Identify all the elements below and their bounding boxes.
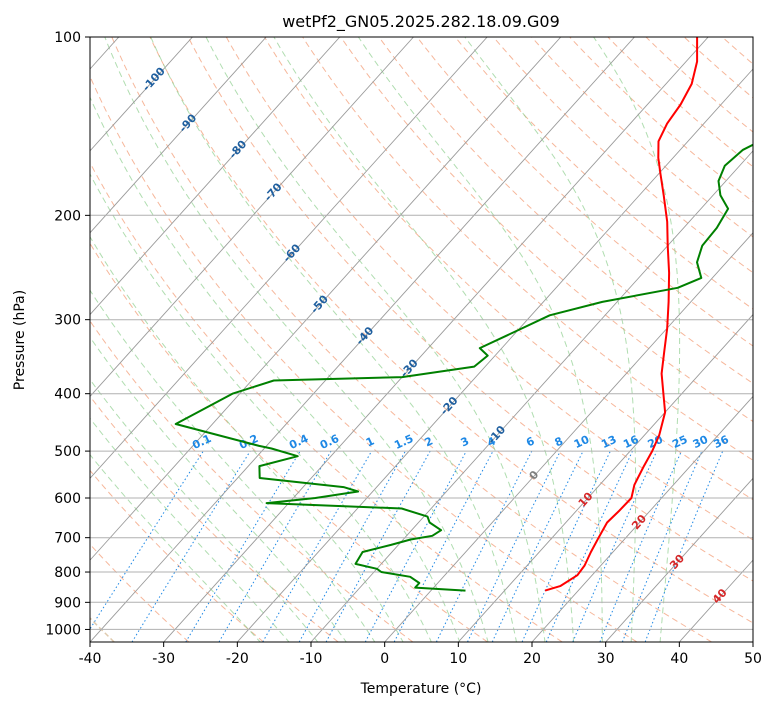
isotherm-line — [236, 68, 753, 642]
moist-adiabat — [90, 453, 261, 642]
isotherm-line — [90, 37, 193, 152]
mixing-ratio-line — [325, 450, 431, 642]
dry-adiabat — [264, 37, 753, 501]
mixing-ratio-line — [364, 450, 467, 642]
moist-adiabat — [150, 37, 518, 642]
x-tick-label: 40 — [670, 651, 688, 667]
isotherm-line — [457, 313, 753, 642]
x-tick-label: -40 — [79, 651, 102, 667]
dry-adiabat — [607, 37, 753, 168]
moist-adiabat — [205, 37, 546, 642]
x-tick-label: -20 — [226, 651, 249, 667]
mixing-ratio-label: 16 — [621, 433, 641, 451]
y-tick-label: 400 — [54, 387, 81, 403]
x-tick-label: 30 — [597, 651, 615, 667]
x-tick-label: 0 — [380, 651, 389, 667]
mixing-ratio-line — [599, 450, 682, 642]
x-tick-label: 10 — [449, 651, 467, 667]
dry-adiabat — [378, 37, 753, 385]
dry-adiabat — [90, 161, 563, 642]
mixing-ratio-line — [572, 450, 658, 642]
isotherm-line — [90, 37, 341, 316]
dry-adiabat — [416, 37, 753, 347]
dry-adiabat — [454, 37, 753, 310]
y-tick-label: 700 — [54, 531, 81, 547]
dry-adiabat — [90, 395, 339, 642]
isotherm-line — [531, 395, 753, 642]
mixing-ratio-label: 13 — [599, 433, 618, 451]
mixing-ratio-line — [435, 450, 533, 642]
mixing-ratio-label: 36 — [712, 433, 732, 451]
isotherm-line — [90, 37, 267, 234]
isotherm-line — [163, 37, 709, 642]
isotherm-line — [605, 477, 753, 642]
x-tick-label: -30 — [152, 651, 175, 667]
mixing-ratio-label: 30 — [691, 433, 711, 451]
y-tick-label: 900 — [54, 595, 81, 611]
x-tick-label: 50 — [744, 651, 762, 667]
mixing-ratio-line — [644, 450, 724, 642]
y-axis-label: Pressure (hPa) — [12, 290, 28, 390]
plot-frame — [89, 36, 754, 643]
profiles — [174, 37, 753, 592]
moist-adiabat — [90, 235, 404, 642]
temperature-profile — [544, 37, 699, 592]
mixing-ratio-line — [545, 450, 633, 642]
y-tick-label: 1000 — [45, 622, 81, 638]
moist-adiabat — [104, 37, 489, 642]
dry-adiabat — [90, 75, 638, 642]
y-axis: 100 200 300 400 500 600 700 800 900 1000 — [45, 30, 90, 638]
x-axis: -40 -30 -20 -10 0 10 20 30 40 50 — [79, 642, 762, 667]
moist-adiabat — [593, 37, 681, 642]
mixing-ratio-line — [90, 450, 204, 630]
chart-title: wetPf2_GN05.2025.282.18.09.G09 — [282, 12, 560, 32]
isotherm-line — [90, 37, 562, 561]
dry-adiabat — [111, 37, 712, 642]
y-tick-label: 100 — [54, 30, 81, 46]
mixing-ratio-line — [298, 450, 406, 642]
moist-adiabat — [90, 417, 290, 642]
dewpoint-profile — [174, 143, 753, 592]
mixing-ratio-label: 10 — [572, 433, 592, 451]
y-tick-label: 800 — [54, 565, 81, 581]
mixing-ratio-line — [621, 450, 703, 642]
x-tick-label: 20 — [523, 651, 541, 667]
isotherm-line — [90, 37, 488, 480]
moist-adiabat — [90, 378, 319, 642]
dry-adiabat — [90, 320, 414, 642]
dry-adiabat — [187, 37, 753, 582]
x-axis-label: Temperature (°C) — [360, 681, 482, 697]
isotherm-line — [90, 37, 414, 398]
y-tick-label: 600 — [54, 491, 81, 507]
x-tick-label: -10 — [300, 651, 323, 667]
dry-adiabat — [90, 242, 488, 642]
moist-adiabat — [90, 289, 376, 642]
dry-adiabat — [340, 37, 753, 423]
moist-adiabat — [90, 336, 347, 642]
dry-adiabat — [493, 37, 753, 274]
isotherm-line — [384, 232, 753, 642]
dry-adiabat — [225, 37, 753, 541]
dry-adiabat — [149, 37, 753, 624]
y-tick-label: 300 — [54, 313, 81, 329]
y-tick-label: 500 — [54, 444, 81, 460]
isotherm-line — [90, 37, 635, 642]
y-tick-label: 200 — [54, 208, 81, 224]
mixing-ratio-labels: 0.1 0.2 0.4 0.6 1 1.5 2 3 4 6 8 10 13 16 20 25 30 36 — [190, 432, 731, 452]
moist-adiabat — [90, 96, 461, 642]
moist-adiabat — [464, 37, 637, 642]
moist-adiabat — [273, 37, 575, 642]
mixing-ratio-label: 25 — [670, 433, 689, 451]
